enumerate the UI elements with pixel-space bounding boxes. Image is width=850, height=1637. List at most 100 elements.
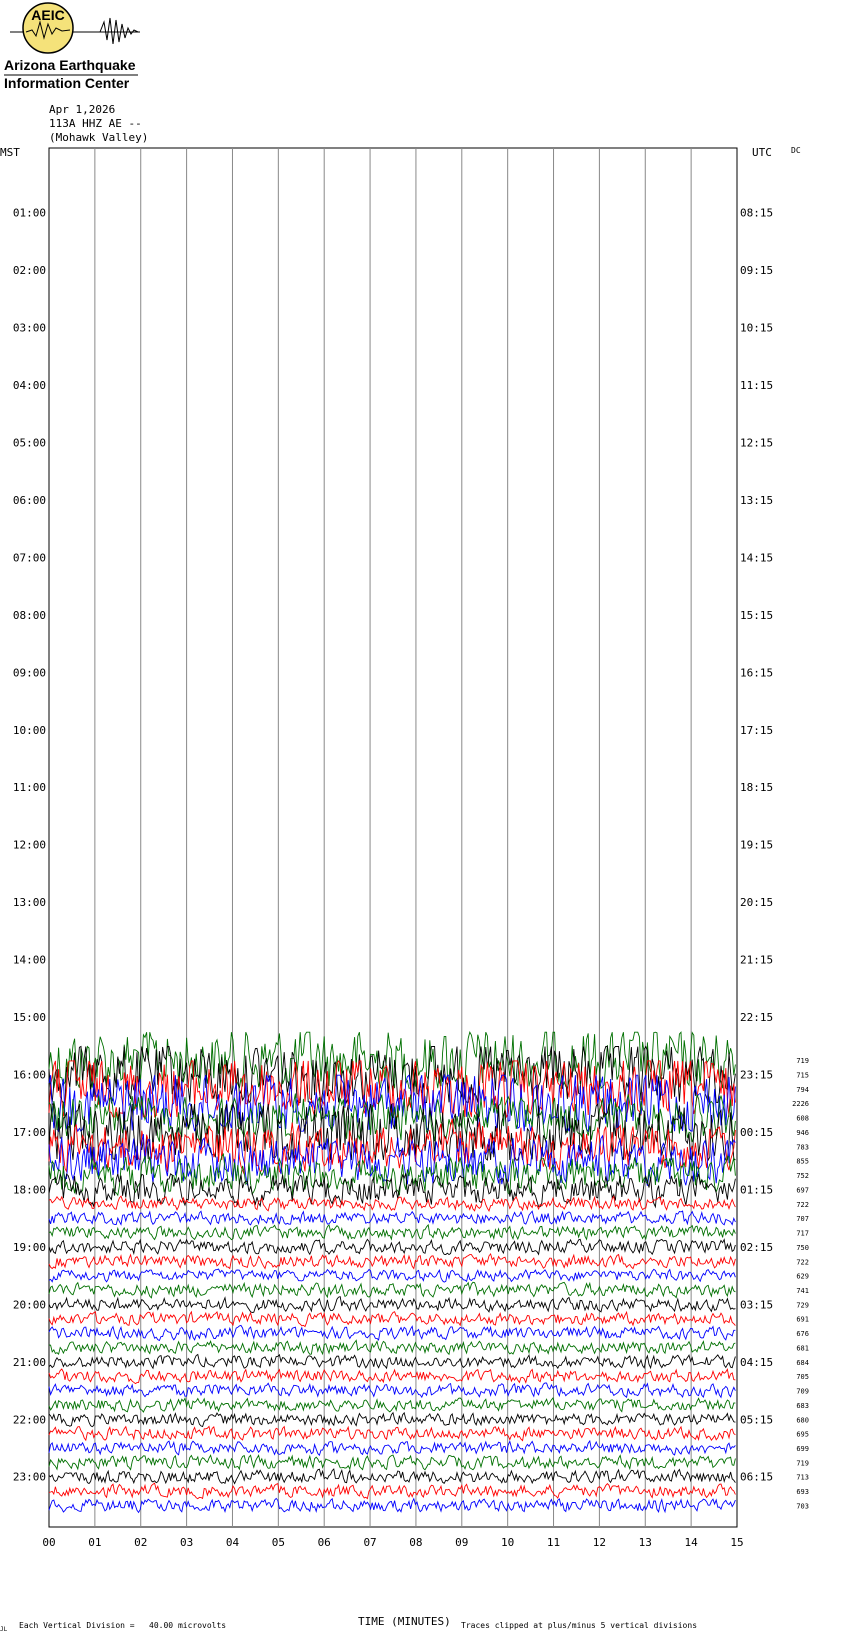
hour-label-utc: 12:15 — [740, 436, 773, 449]
seismic-trace — [48, 1482, 736, 1500]
hour-label-utc: 15:15 — [740, 609, 773, 622]
hour-label-mst: 23:00 — [13, 1471, 46, 1484]
trace-rms-label: 741 — [796, 1287, 809, 1295]
hour-label-mst: 18:00 — [13, 1183, 46, 1196]
hour-label-utc: 09:15 — [740, 264, 773, 277]
trace-rms-label: 855 — [796, 1158, 809, 1166]
seismic-trace — [48, 1353, 736, 1370]
seismic-trace — [48, 1268, 736, 1283]
x-tick-label: 08 — [409, 1536, 422, 1549]
station-code: 113A HHZ AE -- — [49, 117, 142, 130]
seismic-trace — [48, 1497, 736, 1514]
trace-rms-label: 717 — [796, 1230, 809, 1238]
hour-label-mst: 21:00 — [13, 1356, 46, 1369]
hour-label-utc: 06:15 — [740, 1471, 773, 1484]
x-tick-label: 10 — [501, 1536, 514, 1549]
hour-label-mst: 13:00 — [13, 896, 46, 909]
trace-rms-label: 752 — [796, 1172, 809, 1180]
hour-label-mst: 11:00 — [13, 781, 46, 794]
trace-rms-label: 695 — [796, 1431, 809, 1439]
hour-label-mst: 08:00 — [13, 609, 46, 622]
seismic-trace — [48, 1045, 736, 1105]
seismic-trace — [48, 1382, 736, 1399]
seismic-trace — [48, 1468, 736, 1485]
trace-rms-label: 707 — [796, 1215, 809, 1223]
seismic-trace — [48, 1118, 736, 1175]
hour-label-mst: 14:00 — [13, 954, 46, 967]
hour-label-mst: 19:00 — [13, 1241, 46, 1254]
hour-label-utc: 01:15 — [740, 1183, 773, 1196]
x-tick-label: 13 — [639, 1536, 652, 1549]
trace-rms-label: 676 — [796, 1330, 809, 1338]
x-tick-label: 12 — [593, 1536, 606, 1549]
trace-rms-label: 715 — [796, 1072, 809, 1080]
hour-label-mst: 07:00 — [13, 551, 46, 564]
hour-label-utc: 20:15 — [740, 896, 773, 909]
seismic-trace — [48, 1411, 736, 1428]
trace-rms-label: 684 — [796, 1359, 809, 1367]
trace-rms-label: 683 — [796, 1402, 809, 1410]
logo-badge — [22, 2, 74, 54]
seismic-trace — [48, 1324, 736, 1342]
x-tick-label: 05 — [272, 1536, 285, 1549]
seismic-trace — [48, 1252, 736, 1270]
right-timezone-label: UTC — [752, 146, 772, 159]
hour-label-utc: 19:15 — [740, 839, 773, 852]
x-tick-label: 03 — [180, 1536, 193, 1549]
seismic-trace — [48, 1310, 736, 1328]
trace-rms-label: 681 — [796, 1344, 809, 1352]
hour-label-mst: 01:00 — [13, 207, 46, 220]
trace-rms-label: 722 — [796, 1258, 809, 1266]
trace-rms-label: 680 — [796, 1416, 809, 1424]
hour-label-mst: 20:00 — [13, 1298, 46, 1311]
trace-rms-label: 697 — [796, 1186, 809, 1194]
trace-rms-label: 719 — [796, 1459, 809, 1467]
hour-label-utc: 23:15 — [740, 1069, 773, 1082]
x-tick-label: 07 — [363, 1536, 376, 1549]
seismic-trace — [48, 1439, 736, 1457]
trace-rms-label: 705 — [796, 1373, 809, 1381]
hour-label-utc: 00:15 — [740, 1126, 773, 1139]
hour-label-mst: 22:00 — [13, 1413, 46, 1426]
hour-label-utc: 17:15 — [740, 724, 773, 737]
seismic-trace — [48, 1454, 736, 1471]
plot-date: Apr 1,2026 — [49, 103, 116, 116]
trace-rms-label: 719 — [796, 1057, 809, 1065]
seismic-trace — [48, 1425, 736, 1442]
seismic-trace — [48, 1368, 736, 1385]
scale-note: Each Vertical Division = 40.00 microvolt… — [19, 1621, 227, 1630]
hour-label-utc: 13:15 — [740, 494, 773, 507]
hour-label-utc: 04:15 — [740, 1356, 773, 1369]
clip-note: Traces clipped at plus/minus 5 vertical … — [461, 1621, 698, 1630]
x-tick-label: 02 — [134, 1536, 147, 1549]
trace-rms-label: 713 — [796, 1474, 809, 1482]
seismic-trace — [48, 1195, 736, 1212]
hour-label-utc: 16:15 — [740, 666, 773, 679]
corner-mark: JL — [0, 1626, 8, 1633]
aeic-logo: AEIC Arizona Earthquake Information Cent… — [4, 2, 140, 91]
seismic-trace — [48, 1172, 736, 1209]
trace-rms-label: 693 — [796, 1488, 809, 1496]
trace-rms-label: 794 — [796, 1086, 809, 1094]
hour-label-mst: 04:00 — [13, 379, 46, 392]
seismic-trace — [48, 1210, 736, 1226]
hour-label-utc: 22:15 — [740, 1011, 773, 1024]
hour-label-utc: 14:15 — [740, 551, 773, 564]
hour-label-mst: 17:00 — [13, 1126, 46, 1139]
plot-frame — [48, 147, 738, 1528]
x-tick-label: 00 — [42, 1536, 55, 1549]
trace-rms-label: 608 — [796, 1115, 809, 1123]
hour-label-mst: 12:00 — [13, 839, 46, 852]
trace-rms-label: 783 — [796, 1143, 809, 1151]
x-tick-label: 11 — [547, 1536, 560, 1549]
x-tick-label: 09 — [455, 1536, 468, 1549]
seismic-trace — [48, 1339, 736, 1356]
dc-tag: DC — [791, 146, 801, 155]
trace-rms-label: 709 — [796, 1388, 809, 1396]
trace-rms-label: 699 — [796, 1445, 809, 1453]
hour-label-utc: 02:15 — [740, 1241, 773, 1254]
x-tick-label: 04 — [226, 1536, 240, 1549]
left-timezone-label: MST — [0, 146, 20, 159]
trace-rms-label: 729 — [796, 1301, 809, 1309]
hour-label-mst: 03:00 — [13, 322, 46, 335]
